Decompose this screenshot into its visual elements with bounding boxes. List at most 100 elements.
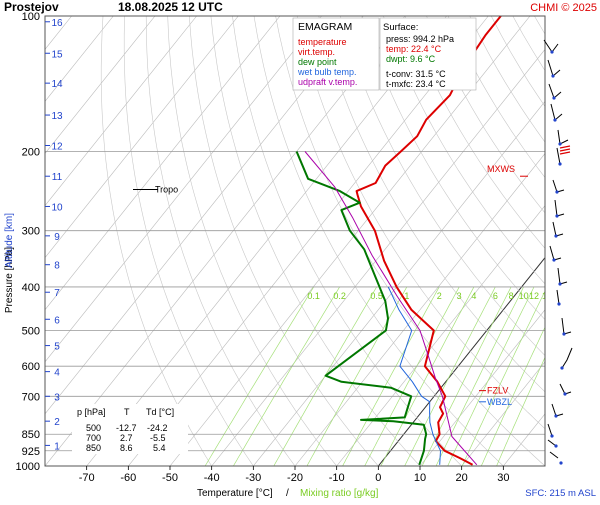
pressure-tick-label: 200 <box>22 146 40 158</box>
pressure-tick-label: 850 <box>22 429 40 441</box>
temperature-tick-label: 10 <box>414 472 426 484</box>
wind-barb-dot <box>554 414 557 417</box>
wind-barb-dot <box>554 444 557 447</box>
surface-title: Surface: <box>383 22 418 33</box>
surface-info: Surface: press: 994.2 hPa temp: 22.4 °C … <box>380 18 476 90</box>
wind-barb-dot <box>552 258 555 261</box>
table-header-t: T <box>124 407 130 417</box>
wind-barb-dot <box>562 332 565 335</box>
temperature-tick-label: -70 <box>79 472 95 484</box>
table-row-850-p: 850 <box>86 443 101 453</box>
surface-press: press: 994.2 hPa <box>386 34 454 44</box>
altitude-tick-label: 6 <box>54 315 60 326</box>
wind-barb-dot <box>560 366 563 369</box>
mixing-ratio-label: 6 <box>493 291 498 301</box>
surface-tconv: t-conv: 31.5 °C <box>386 69 446 79</box>
wind-barb-dot <box>558 282 561 285</box>
surface-temp: temp: 22.4 °C <box>386 44 442 54</box>
table-row-500-p: 500 <box>86 423 101 433</box>
altitude-tick-label: 12 <box>51 142 63 153</box>
x-axis-label-sep: / <box>286 488 289 499</box>
surface-dwpt: dwpt: 9.6 °C <box>386 54 436 64</box>
mxws-label: MXWS <box>487 164 515 174</box>
wind-barb-dot <box>553 118 556 121</box>
altitude-tick-label: 16 <box>51 18 63 29</box>
mixing-ratio-label: 4 <box>471 291 476 301</box>
altitude-tick-label: 10 <box>51 202 63 213</box>
mixing-ratio-label: 2 <box>437 291 442 301</box>
altitude-tick-label: 7 <box>54 288 60 299</box>
temperature-tick-label: -60 <box>120 472 136 484</box>
table-row-700-p: 700 <box>86 433 101 443</box>
mixing-ratio-label: 3 <box>457 291 462 301</box>
temperature-tick-label: 20 <box>456 472 468 484</box>
table-row-500-td: -24.2 <box>147 423 168 433</box>
table-header-td: Td [°C] <box>146 407 174 417</box>
wind-barb-dot <box>555 190 558 193</box>
wind-barb-dot <box>550 50 553 53</box>
surface-tmxfc: t-mxfc: 23.4 °C <box>386 79 446 89</box>
temperature-tick-label: -50 <box>162 472 178 484</box>
legend-item-dew-point: dew point <box>298 57 337 67</box>
pressure-tick-label: 600 <box>22 361 40 373</box>
legend-title: EMAGRAM <box>298 21 352 33</box>
pressure-tick-label: 700 <box>22 391 40 403</box>
surface-elevation: SFC: 215 m ASL <box>525 488 596 499</box>
y-axis-label-altitude: Altitude [km] <box>4 213 15 268</box>
mixing-ratio-label: 12 <box>529 291 539 301</box>
temperature-tick-label: -20 <box>287 472 303 484</box>
fzlv-label: FZLV <box>487 386 508 396</box>
wind-barb-dot <box>554 234 557 237</box>
altitude-tick-label: 8 <box>54 261 60 272</box>
legend-item-updraft: udpraft v.temp. <box>298 77 357 87</box>
altitude-tick-label: 4 <box>54 368 60 379</box>
altitude-tick-label: 3 <box>54 392 60 403</box>
wind-barb-dot <box>550 434 553 437</box>
wind-barb-dot <box>559 461 562 464</box>
altitude-tick-label: 2 <box>54 417 60 428</box>
wind-barb-dot <box>558 162 561 165</box>
altitude-tick-label: 13 <box>51 111 63 122</box>
wind-barb-dot <box>555 214 558 217</box>
temperature-tick-label: 0 <box>375 472 381 484</box>
sounding-datetime: 18.08.2025 12 UTC <box>118 0 223 14</box>
altitude-tick-label: 15 <box>51 49 63 60</box>
mixing-ratio-label: 0.1 <box>307 291 320 301</box>
temperature-tick-label: -10 <box>329 472 345 484</box>
pressure-tick-label: 400 <box>22 282 40 294</box>
wind-barb-dot <box>563 392 566 395</box>
legend-item-wet-bulb: wet bulb temp. <box>297 67 357 77</box>
pressure-tick-label: 500 <box>22 326 40 338</box>
altitude-tick-label: 5 <box>54 342 60 353</box>
mixing-ratio-label: 0.2 <box>333 291 346 301</box>
wind-barb-dot <box>551 74 554 77</box>
wind-barb-dot <box>557 302 560 305</box>
wind-barb-dot <box>558 142 561 145</box>
copyright: CHMI © 2025 <box>530 2 597 14</box>
x-axis-label-mixing-ratio: Mixing ratio [g/kg] <box>300 488 379 499</box>
table-row-500-t: -12.7 <box>116 423 137 433</box>
wbzl-label: WBZL <box>487 397 512 407</box>
table-header-p: p [hPa] <box>77 407 106 417</box>
altitude-tick-label: 1 <box>54 441 60 452</box>
levels-table: p [hPa] T Td [°C] 500 -12.7 -24.2 700 2.… <box>72 404 188 454</box>
table-row-700-td: -5.5 <box>150 433 166 443</box>
pressure-tick-label: 925 <box>22 446 40 458</box>
legend-item-virt-temp: virt.temp. <box>298 47 335 57</box>
wind-barb-dot <box>552 96 555 99</box>
altitude-tick-label: 14 <box>51 79 63 90</box>
pressure-tick-label: 300 <box>22 226 40 238</box>
altitude-tick-label: 9 <box>54 232 60 243</box>
temperature-tick-label: -40 <box>204 472 220 484</box>
pressure-tick-label: 1000 <box>16 461 40 473</box>
table-row-850-t: 8.6 <box>120 443 133 453</box>
temperature-tick-label: -30 <box>245 472 261 484</box>
mixing-ratio-label: 8 <box>509 291 514 301</box>
altitude-tick-label: 11 <box>52 172 63 183</box>
legend: EMAGRAM temperature virt.temp. dew point… <box>293 18 379 90</box>
table-row-700-t: 2.7 <box>120 433 133 443</box>
legend-item-temperature: temperature <box>298 37 347 47</box>
tropopause-label: Tropo <box>155 185 178 195</box>
